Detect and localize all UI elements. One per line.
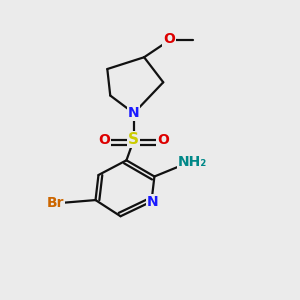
Text: O: O <box>163 32 175 46</box>
Text: N: N <box>147 194 159 208</box>
Text: O: O <box>98 133 110 147</box>
Text: O: O <box>157 133 169 147</box>
Text: NH₂: NH₂ <box>178 155 207 169</box>
Text: S: S <box>128 132 139 147</box>
Text: Br: Br <box>47 196 64 210</box>
Text: N: N <box>128 106 140 120</box>
